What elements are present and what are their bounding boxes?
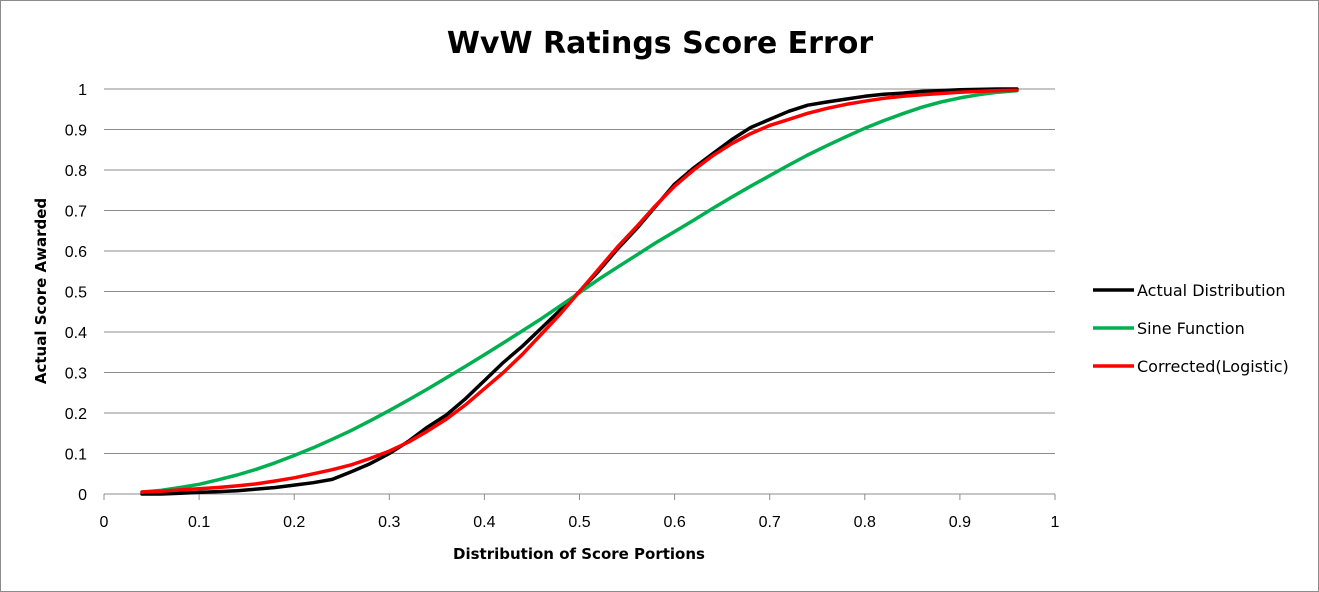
y-tick-label: 0.5 [65,285,87,302]
axes [103,493,1056,500]
tick-labels: 0 0.1 0.2 0.3 0.4 0.5 0.6 0.7 0.8 0.9 1 0 0.1 0.2 0.3 0… [65,82,1060,531]
y-tick-label: 0.7 [65,204,87,221]
y-tick-label: 0.2 [65,406,87,423]
y-tick-label: 1 [78,82,87,99]
series-lines [140,87,1019,496]
y-tick-label: 0.8 [65,163,87,180]
legend-label: Sine Function [1137,319,1245,338]
x-axis-title: Distribution of Score Portions [453,545,705,563]
y-tick-label: 0.6 [65,244,87,261]
chart-title: WvW Ratings Score Error [447,26,874,61]
x-tick-label: 0.1 [188,514,210,531]
legend-label: Corrected(Logistic) [1137,357,1289,376]
gridlines [104,88,1055,454]
series-line-corrected-logistic [140,88,1019,494]
legend: Actual Distribution Sine Function Correcte… [1093,281,1289,376]
y-tick-label: 0.3 [65,366,87,383]
x-tick-label: 0.4 [473,514,495,531]
x-tick-label: 0.2 [283,514,305,531]
x-tick-label: 0.7 [759,514,781,531]
y-axis-title: Actual Score Awarded [32,198,50,384]
x-tick-label: 0.5 [568,514,590,531]
y-tick-label: 0 [78,487,87,504]
x-tick-label: 0 [100,514,109,531]
y-tick-label: 0.4 [65,325,87,342]
x-tick-label: 0.9 [949,514,971,531]
x-tick-label: 0.8 [854,514,876,531]
x-tick-label: 1 [1051,514,1060,531]
y-tick-label: 0.1 [65,447,87,464]
x-tick-label: 0.6 [663,514,685,531]
y-tick-label: 0.9 [65,123,87,140]
x-tick-label: 0.3 [378,514,400,531]
legend-label: Actual Distribution [1137,281,1286,300]
